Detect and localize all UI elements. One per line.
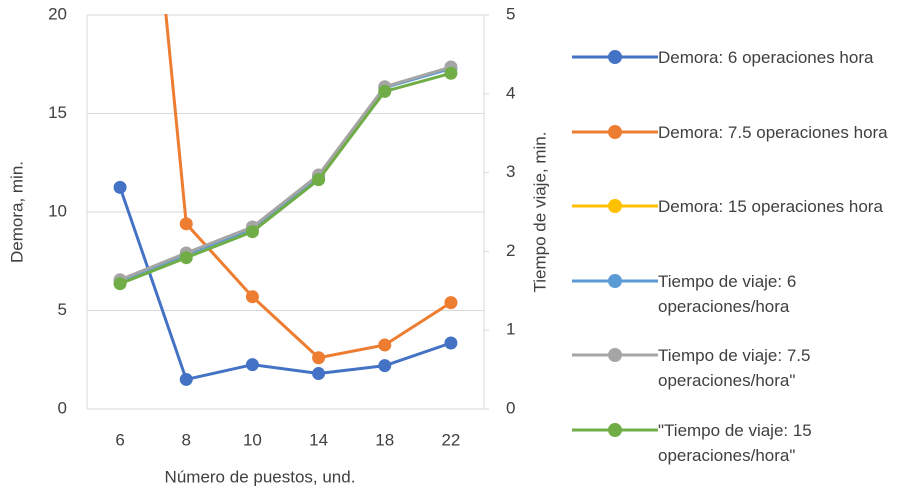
data-point — [312, 173, 326, 187]
data-point — [378, 338, 392, 352]
series-line — [119, 67, 452, 282]
y-tick-label: 20 — [48, 4, 67, 23]
legend-swatch — [572, 348, 658, 362]
y2-tick-label: 5 — [506, 4, 515, 23]
series-line — [119, 71, 452, 286]
x-tick-label: 8 — [182, 430, 191, 449]
data-point — [312, 367, 326, 381]
legend-swatch — [572, 50, 658, 64]
x-tick-label: 22 — [441, 430, 460, 449]
x-tick-label: 14 — [309, 430, 328, 449]
data-point — [245, 290, 259, 304]
y2-tick-label: 3 — [506, 162, 515, 181]
x-tick-label: 18 — [375, 430, 394, 449]
legend-entry: Demora: 15 operaciones hora — [572, 191, 892, 266]
legend-entry: Demora: 6 operaciones hora — [572, 42, 892, 117]
series-line — [118, 186, 452, 381]
data-point — [378, 359, 392, 373]
y2-tick-label: 2 — [506, 241, 515, 260]
legend: Demora: 6 operaciones hora Demora: 7.5 op… — [572, 42, 892, 489]
data-point — [245, 358, 259, 372]
data-point — [113, 180, 127, 194]
legend-swatch — [572, 273, 658, 288]
legend-label: Demora: 15 operaciones hora — [658, 197, 883, 216]
x-tick-label: 6 — [115, 430, 124, 449]
legend-swatch — [572, 124, 658, 139]
y2-axis-title: Tiempo de viaje, min. — [530, 132, 549, 293]
y-tick-label: 5 — [58, 300, 67, 319]
data-point — [113, 277, 127, 291]
y2-tick-label: 4 — [506, 83, 515, 102]
series-group — [113, 14, 458, 386]
legend-label: Demora: 6 operaciones hora — [658, 48, 874, 67]
x-axis-title: Número de puestos, und. — [165, 467, 356, 486]
data-point — [245, 225, 259, 239]
legend-label: Tiempo de viaje: 6 operaciones/hora — [658, 271, 797, 316]
chart: Número de puestos, und. Demora, min. Tie… — [7, 4, 549, 486]
data-point — [444, 336, 458, 350]
series-line — [119, 65, 452, 282]
y-tick-label: 15 — [48, 103, 67, 122]
y-tick-label: 0 — [58, 398, 67, 417]
legend-label: Tiempo de viaje: 7.5 operaciones/hora" — [658, 346, 811, 390]
legend-entry: Demora: 7.5 operaciones hora — [572, 117, 892, 192]
legend-entry: "Tiempo de viaje: 15 operaciones/hora" — [572, 415, 892, 490]
data-point — [444, 66, 458, 80]
data-point — [378, 84, 392, 98]
x-tick-label: 10 — [243, 430, 262, 449]
legend-label: Demora: 7.5 operaciones hora — [658, 122, 888, 142]
data-point — [179, 372, 193, 386]
data-point — [179, 251, 193, 265]
y2-tick-label: 1 — [506, 320, 515, 339]
legend-entry: Tiempo de viaje: 7.5 operaciones/hora" — [572, 340, 892, 415]
legend-swatch — [572, 422, 658, 437]
y-tick-label: 10 — [48, 201, 67, 220]
legend-label: "Tiempo de viaje: 15 operaciones/hora" — [658, 420, 812, 465]
legend-swatch — [572, 199, 658, 213]
data-point — [179, 217, 193, 231]
series-line — [164, 14, 452, 360]
data-point — [312, 351, 326, 365]
data-point — [444, 296, 458, 310]
y2-tick-label: 0 — [506, 398, 515, 417]
legend-entry: Tiempo de viaje: 6 operaciones/hora — [572, 266, 892, 341]
y-axis-title: Demora, min. — [7, 161, 26, 263]
